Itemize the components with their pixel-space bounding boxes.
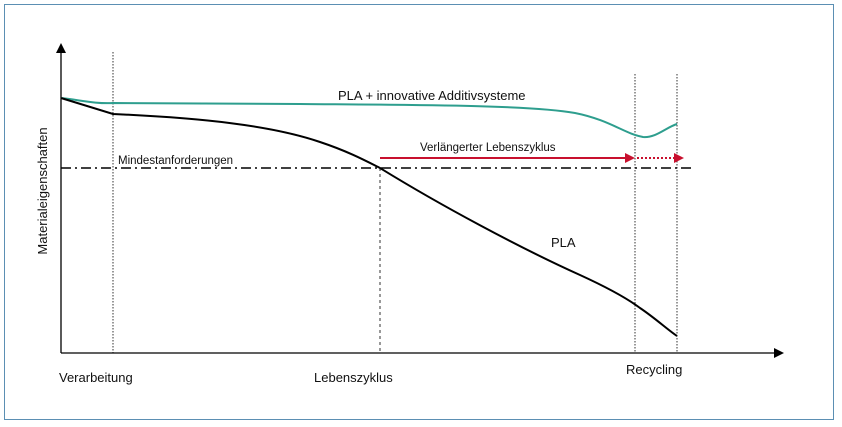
y-axis-label: Materialeigenschaften	[35, 127, 50, 254]
additive-curve-label: PLA + innovative Additivsysteme	[338, 88, 526, 103]
extension-label: Verlängerter Lebenszyklus	[420, 142, 556, 154]
threshold-label: Mindestanforderungen	[118, 155, 233, 167]
pla-curve	[60, 97, 678, 337]
x-label-recycling: Recycling	[626, 362, 682, 377]
additive-curve	[60, 97, 678, 139]
x-label-lifecycle: Lebenszyklus	[314, 370, 393, 385]
pla-curve-label: PLA	[551, 235, 576, 250]
figure-frame	[4, 4, 834, 420]
x-label-processing: Verarbeitung	[59, 370, 133, 385]
